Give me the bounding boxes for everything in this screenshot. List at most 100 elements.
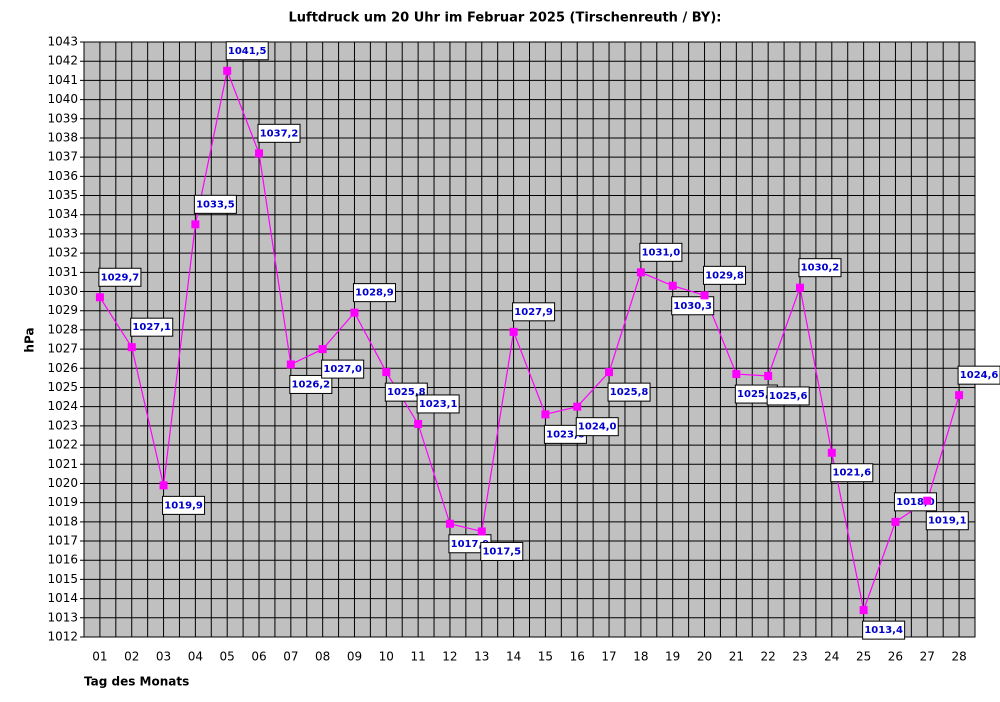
label-box xyxy=(957,365,1000,385)
marker xyxy=(191,220,200,229)
x-tick-label: 01 xyxy=(92,650,107,664)
data-label: 1024,0 xyxy=(578,422,617,433)
y-tick-label: 1029 xyxy=(47,303,78,317)
marker xyxy=(541,410,550,419)
data-label: 1021,6 xyxy=(833,468,872,479)
label-box xyxy=(925,511,969,531)
x-tick-label: 04 xyxy=(188,650,203,664)
y-tick-label: 1028 xyxy=(47,322,78,336)
y-tick-label: 1043 xyxy=(47,35,78,49)
y-tick-label: 1038 xyxy=(47,130,78,144)
label-box xyxy=(98,267,142,287)
data-label: 1027,9 xyxy=(514,307,553,318)
x-tick-label: 07 xyxy=(283,650,298,664)
chart-title: Luftdruck um 20 Uhr im Februar 2025 (Tir… xyxy=(289,11,722,26)
label-box xyxy=(321,359,365,379)
x-tick-label: 21 xyxy=(729,650,744,664)
marker xyxy=(350,308,359,317)
marker xyxy=(795,283,804,292)
y-tick-label: 1030 xyxy=(47,284,78,298)
y-tick-label: 1037 xyxy=(47,150,78,164)
marker xyxy=(700,291,709,300)
data-label: 1029,7 xyxy=(101,272,140,283)
y-tick-label: 1027 xyxy=(47,342,78,356)
x-tick-label: 05 xyxy=(220,650,235,664)
x-tick-label: 08 xyxy=(315,650,330,664)
data-label: 1025,8 xyxy=(387,387,426,398)
marker xyxy=(159,481,168,490)
label-box xyxy=(512,302,556,322)
x-tick-label: 13 xyxy=(474,650,489,664)
y-tick-label: 1040 xyxy=(47,92,78,106)
label-box xyxy=(257,123,301,143)
label-box xyxy=(671,296,715,316)
data-label: 1018,0 xyxy=(896,497,935,508)
data-label: 1025,6 xyxy=(769,391,808,402)
y-tick-label: 1015 xyxy=(47,572,78,586)
y-axis-label: hPa xyxy=(23,327,37,352)
data-label: 1019,9 xyxy=(164,500,203,511)
x-tick-label: 19 xyxy=(665,650,680,664)
marker xyxy=(382,368,391,377)
label-box xyxy=(130,317,174,337)
data-label: 1033,5 xyxy=(196,199,235,210)
label-box xyxy=(416,394,460,414)
marker xyxy=(318,345,327,354)
data-label: 1023,1 xyxy=(419,399,458,410)
marker xyxy=(255,149,264,158)
y-tick-label: 1019 xyxy=(47,495,78,509)
marker xyxy=(127,343,136,352)
y-tick-label: 1026 xyxy=(47,361,78,375)
y-tick-label: 1014 xyxy=(47,591,78,605)
x-tick-label: 06 xyxy=(251,650,266,664)
data-label: 1037,2 xyxy=(260,128,299,139)
y-tick-label: 1021 xyxy=(47,457,78,471)
x-tick-label: 23 xyxy=(792,650,807,664)
x-tick-label: 28 xyxy=(951,650,966,664)
label-box xyxy=(225,41,269,61)
x-tick-label: 27 xyxy=(920,650,935,664)
marker xyxy=(764,371,773,380)
y-tick-label: 1032 xyxy=(47,246,78,260)
x-axis-label: Tag des Monats xyxy=(84,675,189,689)
label-box xyxy=(798,258,842,278)
x-tick-label: 09 xyxy=(347,650,362,664)
data-label: 1027,1 xyxy=(132,322,171,333)
y-tick-label: 1036 xyxy=(47,169,78,183)
label-box xyxy=(193,194,237,214)
y-tick-label: 1042 xyxy=(47,54,78,68)
marker xyxy=(605,368,614,377)
y-tick-label: 1022 xyxy=(47,438,78,452)
data-label: 1029,8 xyxy=(705,270,744,281)
label-box xyxy=(607,382,651,402)
x-tick-label: 11 xyxy=(410,650,425,664)
data-label: 1024,6 xyxy=(960,370,999,381)
label-box xyxy=(480,541,524,561)
data-label: 1017,5 xyxy=(482,546,521,557)
marker xyxy=(477,527,486,536)
x-tick-label: 22 xyxy=(761,650,776,664)
x-tick-label: 25 xyxy=(856,650,871,664)
marker xyxy=(732,370,741,379)
data-label: 1030,2 xyxy=(801,263,840,274)
data-label: 1026,2 xyxy=(292,379,331,390)
marker xyxy=(223,66,232,75)
y-tick-label: 1013 xyxy=(47,610,78,624)
marker xyxy=(859,606,868,615)
data-label: 1023,6 xyxy=(546,429,585,440)
y-tick-label: 1023 xyxy=(47,418,78,432)
x-tick-label: 10 xyxy=(379,650,394,664)
marker xyxy=(573,402,582,411)
y-tick-label: 1020 xyxy=(47,476,78,490)
y-tick-label: 1039 xyxy=(47,111,78,125)
marker xyxy=(923,496,932,505)
x-tick-label: 18 xyxy=(633,650,648,664)
marker xyxy=(955,391,964,400)
x-tick-label: 17 xyxy=(601,650,616,664)
data-label: 1031,0 xyxy=(642,247,681,258)
marker xyxy=(95,293,104,302)
x-tick-label: 16 xyxy=(570,650,585,664)
x-tick-label: 24 xyxy=(824,650,839,664)
y-tick-label: 1035 xyxy=(47,188,78,202)
data-label: 1025,7 xyxy=(737,389,776,400)
